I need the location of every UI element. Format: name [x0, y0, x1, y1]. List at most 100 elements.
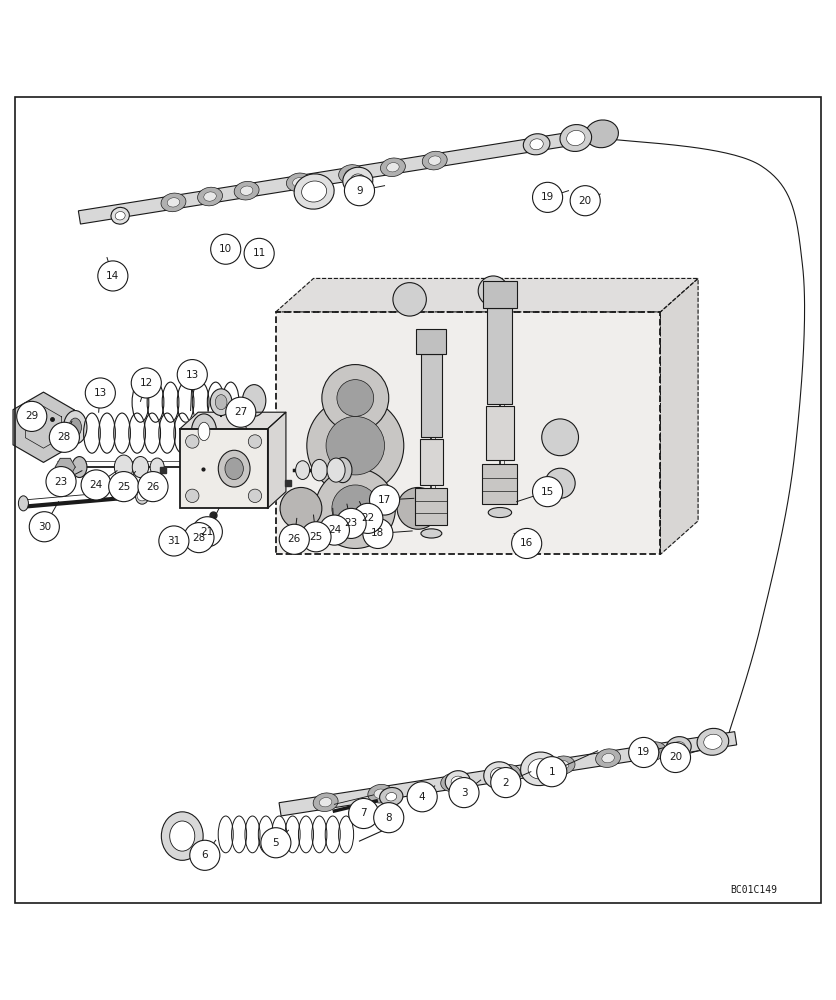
Polygon shape	[180, 412, 286, 429]
Text: 25: 25	[309, 532, 323, 542]
Text: 15: 15	[541, 487, 554, 497]
Circle shape	[186, 435, 199, 448]
Circle shape	[326, 416, 385, 475]
Text: 9: 9	[356, 186, 363, 196]
Ellipse shape	[72, 457, 87, 478]
Ellipse shape	[225, 458, 243, 480]
Text: 13: 13	[186, 370, 199, 380]
Circle shape	[248, 435, 262, 448]
Circle shape	[109, 472, 139, 502]
Circle shape	[81, 470, 111, 500]
Text: 27: 27	[234, 407, 247, 417]
Ellipse shape	[150, 458, 164, 476]
Text: 12: 12	[140, 378, 153, 388]
Text: 2: 2	[502, 778, 509, 788]
Polygon shape	[268, 412, 286, 508]
Ellipse shape	[216, 395, 227, 410]
Circle shape	[186, 489, 199, 503]
Circle shape	[85, 378, 115, 408]
Circle shape	[279, 524, 309, 554]
Ellipse shape	[647, 746, 660, 756]
Circle shape	[248, 489, 262, 503]
Circle shape	[138, 472, 168, 502]
Bar	[486, 406, 514, 460]
Ellipse shape	[387, 163, 399, 172]
Ellipse shape	[287, 173, 311, 192]
Ellipse shape	[241, 186, 252, 195]
Polygon shape	[279, 732, 737, 816]
Circle shape	[397, 487, 439, 529]
Circle shape	[98, 261, 128, 291]
Circle shape	[319, 515, 349, 545]
Text: 5: 5	[273, 838, 279, 848]
Text: 22: 22	[361, 513, 375, 523]
Ellipse shape	[672, 742, 686, 753]
Ellipse shape	[234, 181, 259, 200]
Ellipse shape	[523, 134, 550, 155]
Text: 23: 23	[344, 518, 358, 528]
Circle shape	[374, 803, 404, 833]
Ellipse shape	[132, 457, 149, 478]
Text: 24: 24	[328, 525, 341, 535]
Ellipse shape	[198, 422, 210, 441]
Circle shape	[322, 365, 389, 431]
Circle shape	[226, 397, 256, 427]
Circle shape	[332, 485, 379, 532]
Ellipse shape	[135, 487, 149, 504]
Text: 18: 18	[371, 528, 385, 538]
Ellipse shape	[697, 728, 729, 755]
Bar	[416, 329, 446, 354]
Ellipse shape	[380, 158, 405, 177]
Bar	[483, 281, 517, 308]
Circle shape	[570, 186, 600, 216]
Bar	[487, 308, 512, 404]
Ellipse shape	[343, 167, 373, 194]
Ellipse shape	[115, 455, 133, 479]
Circle shape	[629, 737, 659, 768]
Text: 7: 7	[360, 808, 367, 818]
Text: 26: 26	[146, 482, 160, 492]
Circle shape	[301, 522, 331, 552]
Ellipse shape	[488, 508, 512, 518]
Ellipse shape	[345, 169, 357, 179]
Ellipse shape	[191, 414, 217, 449]
Circle shape	[336, 508, 366, 538]
Ellipse shape	[528, 759, 552, 779]
Polygon shape	[660, 278, 698, 554]
Polygon shape	[55, 458, 75, 476]
Circle shape	[337, 380, 374, 416]
Ellipse shape	[602, 754, 614, 763]
Circle shape	[393, 283, 426, 316]
Circle shape	[29, 512, 59, 542]
Ellipse shape	[380, 788, 403, 806]
Circle shape	[537, 757, 567, 787]
Text: 3: 3	[461, 788, 467, 798]
Circle shape	[190, 840, 220, 870]
Polygon shape	[13, 392, 74, 462]
Ellipse shape	[350, 174, 365, 187]
Ellipse shape	[69, 418, 81, 436]
Ellipse shape	[585, 120, 619, 148]
Ellipse shape	[293, 178, 305, 187]
Text: 20: 20	[579, 196, 592, 206]
Text: 13: 13	[94, 388, 107, 398]
Ellipse shape	[327, 458, 345, 482]
Ellipse shape	[595, 749, 620, 767]
Ellipse shape	[319, 798, 332, 807]
Ellipse shape	[197, 187, 222, 206]
Ellipse shape	[530, 139, 543, 150]
Circle shape	[177, 360, 207, 390]
Ellipse shape	[421, 529, 441, 538]
Text: 16: 16	[520, 538, 533, 548]
Text: 21: 21	[201, 527, 214, 537]
Circle shape	[545, 468, 575, 498]
Text: 30: 30	[38, 522, 51, 532]
Text: 20: 20	[669, 752, 682, 762]
Ellipse shape	[641, 742, 666, 760]
Ellipse shape	[294, 174, 334, 209]
Ellipse shape	[374, 789, 386, 798]
Circle shape	[344, 176, 375, 206]
Ellipse shape	[429, 156, 441, 165]
Ellipse shape	[204, 192, 217, 201]
Ellipse shape	[167, 198, 180, 207]
